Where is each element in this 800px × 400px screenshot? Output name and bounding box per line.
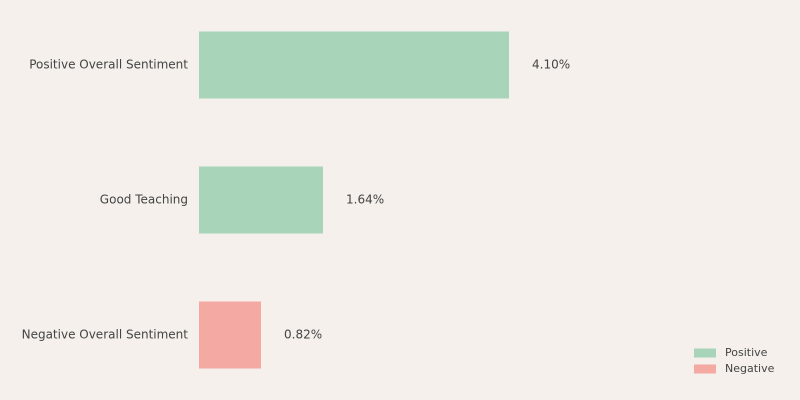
legend-label: Negative	[725, 362, 775, 375]
category-label: Good Teaching	[100, 193, 188, 207]
value-label: 1.64%	[346, 193, 384, 207]
legend-label: Positive	[725, 346, 768, 359]
value-label: 4.10%	[532, 58, 570, 72]
value-label: 0.82%	[284, 328, 322, 342]
bar	[199, 301, 261, 369]
legend-swatch	[694, 364, 716, 374]
bar	[199, 166, 323, 234]
legend-swatch	[694, 348, 716, 358]
category-label: Positive Overall Sentiment	[29, 58, 188, 72]
category-label: Negative Overall Sentiment	[22, 328, 189, 342]
bar	[199, 31, 509, 99]
